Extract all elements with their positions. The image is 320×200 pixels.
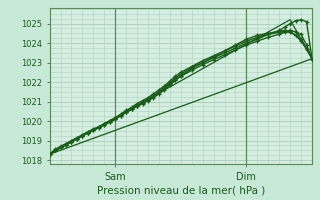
X-axis label: Pression niveau de la mer( hPa ): Pression niveau de la mer( hPa ): [97, 186, 265, 196]
